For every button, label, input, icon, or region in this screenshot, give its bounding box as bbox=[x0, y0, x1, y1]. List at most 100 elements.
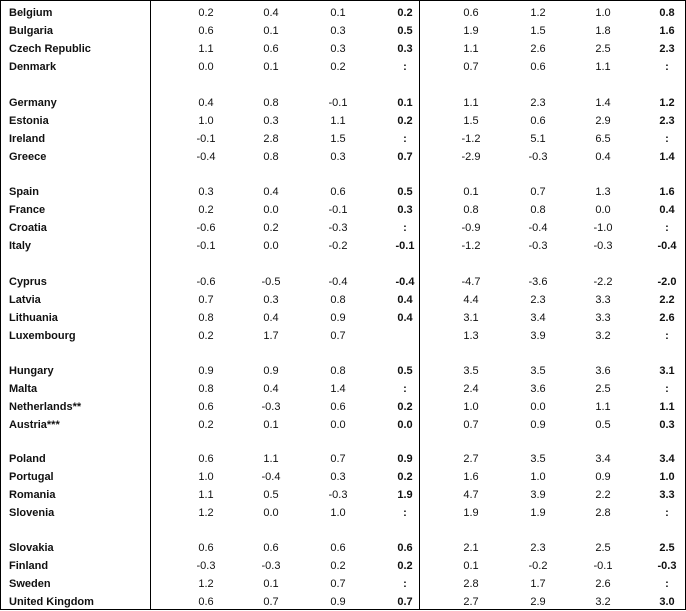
table-cell: 0.1 bbox=[463, 560, 479, 572]
table-cell: 1.2 bbox=[659, 97, 675, 109]
table-cell: -2.9 bbox=[461, 151, 481, 163]
table-row: Denmark 0.0 0.1 0.2: 0.7 0.6 1.1: bbox=[1, 58, 685, 76]
table-cell: 2.6 bbox=[595, 578, 611, 590]
table-cell: 1.9 bbox=[397, 489, 413, 501]
table-cell: -0.1 bbox=[328, 204, 348, 216]
table-cell: : bbox=[665, 133, 669, 145]
country-name: Portugal bbox=[9, 471, 54, 483]
table-cell: 3.1 bbox=[463, 312, 479, 324]
table-row: Finland -0.3 -0.3 0.2 0.2 0.1 -0.2 -0.1 -0.3 bbox=[1, 557, 685, 575]
country-name: Romania bbox=[9, 489, 56, 501]
table-cell: 3.5 bbox=[530, 453, 546, 465]
table-cell: 2.3 bbox=[530, 97, 546, 109]
table-cell: 1.2 bbox=[198, 578, 214, 590]
table-cell: 2.2 bbox=[595, 489, 611, 501]
table-cell: 0.6 bbox=[530, 61, 546, 73]
table-row: France 0.2 0.0 -0.1 0.3 0.8 0.8 0.0 0.4 bbox=[1, 201, 685, 219]
table-cell: -0.4 bbox=[196, 151, 216, 163]
country-name: Italy bbox=[9, 240, 32, 252]
table-cell: 0.0 bbox=[263, 240, 279, 252]
table-cell: 0.2 bbox=[198, 330, 214, 342]
table-cell: 0.1 bbox=[263, 61, 279, 73]
table-cell: 0.7 bbox=[397, 151, 413, 163]
table-cell: 0.2 bbox=[263, 222, 279, 234]
table-cell: 4.4 bbox=[463, 294, 479, 306]
table-cell: 0.6 bbox=[263, 43, 279, 55]
table-row: Lithuania 0.8 0.4 0.9 0.4 3.1 3.4 3.3 2.6 bbox=[1, 309, 685, 327]
table-row: Spain 0.3 0.4 0.6 0.5 0.1 0.7 1.3 1.6 bbox=[1, 183, 685, 201]
table-cell: -2.2 bbox=[593, 276, 613, 288]
table-cell: 1.1 bbox=[198, 43, 214, 55]
country-name: Denmark bbox=[9, 61, 57, 73]
table-cell: 0.8 bbox=[263, 151, 279, 163]
table-cell: 1.4 bbox=[330, 383, 346, 395]
table-cell: 1.2 bbox=[198, 507, 214, 519]
table-cell: -0.4 bbox=[261, 471, 281, 483]
table-row: Latvia 0.7 0.3 0.8 0.4 4.4 2.3 3.3 2.2 bbox=[1, 291, 685, 309]
table-cell: 1.6 bbox=[659, 186, 675, 198]
country-name: Estonia bbox=[9, 115, 49, 127]
table-cell: -0.6 bbox=[196, 276, 216, 288]
table-cell: 1.9 bbox=[463, 25, 479, 37]
table-cell: 0.8 bbox=[330, 294, 346, 306]
table-cell: -1.2 bbox=[461, 240, 481, 252]
country-name: Hungary bbox=[9, 365, 54, 377]
table-cell: 1.6 bbox=[659, 25, 675, 37]
table-cell: 0.0 bbox=[595, 204, 611, 216]
table-cell: 0.5 bbox=[595, 419, 611, 431]
country-name: Bulgaria bbox=[9, 25, 54, 37]
table-cell: 0.6 bbox=[198, 542, 214, 554]
table-row: Luxembourg 0.2 1.7 0.7 1.3 3.9 3.2: bbox=[1, 327, 685, 345]
table-cell: 0.5 bbox=[397, 25, 413, 37]
table-cell: -2.0 bbox=[657, 276, 677, 288]
table-cell: 1.1 bbox=[198, 489, 214, 501]
table-row: Croatia -0.6 0.2 -0.3: -0.9 -0.4 -1.0: bbox=[1, 219, 685, 237]
table-cell: -0.9 bbox=[461, 222, 481, 234]
country-name: Slovakia bbox=[9, 542, 54, 554]
table-cell: 2.3 bbox=[659, 43, 675, 55]
table-row: Hungary 0.9 0.9 0.8 0.5 3.5 3.5 3.6 3.1 bbox=[1, 362, 685, 380]
table-row: United Kingdom 0.6 0.7 0.9 0.7 2.7 2.9 3.2 3.0 bbox=[1, 593, 685, 611]
table-cell: : bbox=[403, 383, 407, 395]
table-cell: -0.3 bbox=[328, 222, 348, 234]
table-cell: 0.3 bbox=[397, 43, 413, 55]
table-cell: 0.2 bbox=[330, 560, 346, 572]
table-cell: 1.0 bbox=[659, 471, 675, 483]
table-cell: 0.8 bbox=[659, 7, 675, 19]
table-cell: 0.6 bbox=[463, 7, 479, 19]
table-cell: 0.7 bbox=[330, 330, 346, 342]
table-cell: 0.2 bbox=[397, 471, 413, 483]
table-cell: 0.4 bbox=[198, 97, 214, 109]
table-cell: 0.7 bbox=[330, 453, 346, 465]
table-cell: 1.1 bbox=[595, 401, 611, 413]
table-cell: 0.6 bbox=[530, 115, 546, 127]
table-row: Poland 0.6 1.1 0.7 0.9 2.7 3.5 3.4 3.4 bbox=[1, 450, 685, 468]
table-cell: 3.6 bbox=[530, 383, 546, 395]
table-cell: -0.3 bbox=[261, 401, 281, 413]
table-cell: 2.9 bbox=[595, 115, 611, 127]
table-cell: 0.6 bbox=[198, 25, 214, 37]
table-cell: 2.2 bbox=[659, 294, 675, 306]
table-row: Estonia 1.0 0.3 1.1 0.2 1.5 0.6 2.9 2.3 bbox=[1, 112, 685, 130]
table-cell: 3.5 bbox=[463, 365, 479, 377]
table-cell: -0.6 bbox=[196, 222, 216, 234]
table-cell: 0.3 bbox=[397, 204, 413, 216]
table-row: Romania 1.1 0.5 -0.3 1.9 4.7 3.9 2.2 3.3 bbox=[1, 486, 685, 504]
table-cell: 0.2 bbox=[198, 204, 214, 216]
table-cell: 0.8 bbox=[463, 204, 479, 216]
table-cell: 1.6 bbox=[463, 471, 479, 483]
table-cell: 0.2 bbox=[397, 7, 413, 19]
country-name: Austria*** bbox=[9, 419, 60, 431]
table-cell: 3.9 bbox=[530, 489, 546, 501]
table-cell: 3.2 bbox=[595, 596, 611, 608]
table-cell: 2.6 bbox=[530, 43, 546, 55]
table-cell: 0.4 bbox=[263, 7, 279, 19]
table-cell: 1.8 bbox=[595, 25, 611, 37]
table-row: Sweden 1.2 0.1 0.7: 2.8 1.7 2.6: bbox=[1, 575, 685, 593]
table-cell: 5.1 bbox=[530, 133, 546, 145]
table-cell: 3.4 bbox=[595, 453, 611, 465]
table-cell: 0.6 bbox=[330, 401, 346, 413]
table-cell: 0.7 bbox=[530, 186, 546, 198]
country-name: Cyprus bbox=[9, 276, 47, 288]
column-divider bbox=[419, 1, 420, 609]
